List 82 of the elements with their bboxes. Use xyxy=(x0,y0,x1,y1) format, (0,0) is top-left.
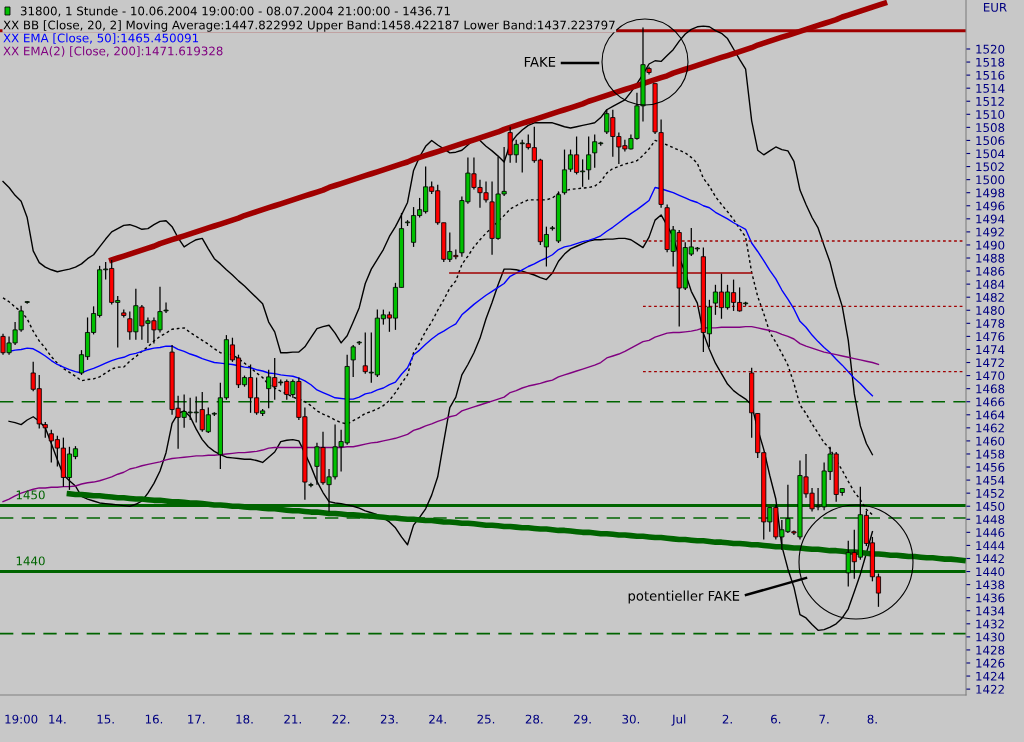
candlestick xyxy=(586,135,592,181)
chart-title: 31800, 1 Stunde - 10.06.2004 19:00:00 - 08.07.2004 21:00:00 - 1436.71 xyxy=(20,6,450,17)
x-tick-label: 6. xyxy=(771,714,781,724)
x-tick-label: 15. xyxy=(97,714,114,724)
x-tick-label: 14. xyxy=(49,714,66,724)
y-tick-label: 1462 xyxy=(976,423,1004,433)
y-tick-label: 1478 xyxy=(976,319,1005,328)
x-tick-label: 7. xyxy=(819,714,829,724)
y-tick-label: 1520 xyxy=(976,44,1005,54)
text: XX EMA(2) [Close, 200]:1471.619328 xyxy=(3,46,223,57)
x-tick-label: 23. xyxy=(380,714,398,724)
text: XX EMA [Close, 50]:1465.450091 xyxy=(3,33,199,44)
y-tick-label: 1436 xyxy=(976,593,1005,603)
y-tick-label: 1468 xyxy=(976,384,1005,394)
y-tick-label: 1502 xyxy=(976,162,1004,172)
y-tick-label: 1440 xyxy=(976,567,1005,577)
y-tick-label: 1460 xyxy=(976,436,1005,446)
y-tick-label: 1454 xyxy=(976,475,1005,485)
y-tick-label: 1488 xyxy=(976,253,1005,263)
line-series xyxy=(2,325,880,503)
y-tick-label: 1492 xyxy=(976,227,1004,237)
y-tick-label: 1450 xyxy=(976,501,1005,511)
x-tick-label: 2. xyxy=(722,714,732,724)
ref-line-label: 1440 xyxy=(16,556,45,566)
x-tick-label: 19:00 xyxy=(5,714,38,724)
y-tick-label: 1470 xyxy=(976,371,1005,381)
y-tick-label: 1500 xyxy=(976,175,1005,185)
y-tick-label: 1428 xyxy=(976,645,1005,655)
y-tick-label: 1514 xyxy=(976,84,1005,93)
y-tick-label: 1482 xyxy=(976,292,1004,302)
legend-label: XX BB [Close, 20, 2] Moving Average:1447.822992 Upper Band:1458.422187 Lower Band:1437.223797 xyxy=(3,20,615,32)
y-tick-label: 1448 xyxy=(976,515,1005,524)
y-tick-label: 1498 xyxy=(976,188,1005,198)
x-tick-label: 22. xyxy=(332,714,350,724)
y-tick-label: 1438 xyxy=(976,580,1005,590)
y-tick-label: 1508 xyxy=(976,123,1005,133)
y-tick-label: 1422 xyxy=(976,684,1004,694)
y-tick-label: 1432 xyxy=(976,619,1004,629)
y-tick-label: 1434 xyxy=(976,606,1005,616)
ref-line-label: 1450 xyxy=(16,490,45,500)
y-tick-label: 1518 xyxy=(976,57,1005,67)
y-tick-label: 1480 xyxy=(976,305,1005,315)
y-tick-label: 1426 xyxy=(976,658,1005,668)
x-tick-label: 18. xyxy=(236,714,253,724)
y-tick-label: 1494 xyxy=(976,214,1005,224)
x-tick-label: 29. xyxy=(574,714,591,724)
y-axis-title: EUR xyxy=(983,2,1007,12)
y-tick-label: 1486 xyxy=(976,266,1005,276)
y-tick-label: 1484 xyxy=(976,279,1005,289)
y-tick-label: 1452 xyxy=(976,488,1004,498)
x-tick-label: 8. xyxy=(867,714,877,724)
x-tick-label: 24. xyxy=(429,714,446,724)
y-tick-label: 1476 xyxy=(976,332,1005,342)
x-tick-label: 16. xyxy=(145,714,163,724)
x-tick-label: 28. xyxy=(525,714,543,724)
y-tick-label: 1512 xyxy=(976,96,1004,106)
y-tick-label: 1472 xyxy=(976,358,1004,368)
y-tick-label: 1510 xyxy=(976,110,1005,119)
candlestick xyxy=(362,331,368,375)
y-tick-label: 1442 xyxy=(976,554,1004,563)
y-tick-label: 1464 xyxy=(976,410,1005,420)
y-tick-label: 1458 xyxy=(976,449,1005,459)
annotation: potentieller FAKE xyxy=(628,590,740,604)
y-tick-label: 1430 xyxy=(976,632,1005,642)
x-tick-label: 25. xyxy=(477,714,495,724)
y-tick-label: 1506 xyxy=(976,136,1005,146)
y-tick-label: 1496 xyxy=(976,201,1005,211)
x-tick-label: Jul xyxy=(671,714,686,726)
x-tick-label: 17. xyxy=(188,714,205,724)
y-tick-label: 1504 xyxy=(976,149,1005,159)
annotation: FAKE xyxy=(524,57,556,67)
y-tick-label: 1446 xyxy=(976,528,1005,538)
y-tick-label: 1456 xyxy=(976,462,1005,472)
x-tick-label: 30. xyxy=(622,714,640,724)
y-tick-label: 1444 xyxy=(976,541,1005,550)
y-tick-label: 1490 xyxy=(976,240,1005,250)
y-tick-label: 1424 xyxy=(976,671,1005,681)
y-tick-label: 1516 xyxy=(976,70,1005,80)
candlestick xyxy=(350,344,356,378)
x-tick-label: 21. xyxy=(284,714,301,724)
y-tick-label: 1466 xyxy=(976,397,1005,407)
y-tick-label: 1474 xyxy=(976,345,1005,354)
